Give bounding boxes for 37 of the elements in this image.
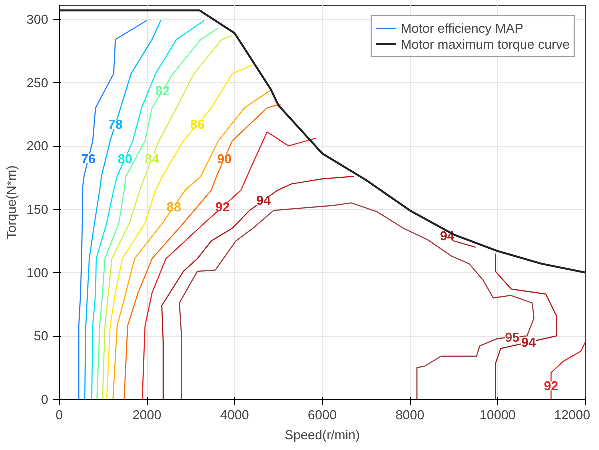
- series-label: 92: [216, 199, 230, 214]
- x-tick-label: 2000: [132, 408, 162, 422]
- y-tick-label: 200: [26, 138, 49, 154]
- x-axis-title: Speed(r/min): [284, 428, 360, 442]
- line-series: [106, 64, 254, 400]
- series-label: 95: [505, 330, 520, 345]
- line-series: [161, 176, 356, 400]
- line-series: [495, 253, 558, 400]
- series-label: 90: [217, 151, 232, 166]
- line-series: [60, 10, 586, 274]
- series-label: 94: [522, 334, 537, 350]
- series-label: 82: [156, 84, 170, 99]
- line-series: [142, 132, 316, 400]
- series-label: 92: [544, 378, 559, 394]
- y-tick-label: 100: [26, 265, 49, 280]
- series-label: 84: [145, 151, 160, 166]
- y-tick-label: 0: [41, 392, 49, 407]
- legend-label: Motor maximum torque curve: [400, 36, 570, 52]
- series-label: 88: [166, 199, 182, 214]
- x-tick-label: 8000: [396, 408, 425, 422]
- y-tick-label: 250: [26, 75, 49, 90]
- x-tick-label: 4000: [220, 408, 250, 422]
- line-series: [102, 35, 234, 400]
- x-tick-label: 10000: [480, 408, 516, 422]
- series-label: 78: [108, 117, 123, 132]
- y-axis-title: Torque(N*m): [4, 166, 19, 240]
- y-tick-label: 50: [34, 328, 49, 344]
- x-tick-label: 6000: [308, 408, 337, 422]
- y-tick-label: 150: [26, 202, 49, 217]
- series-label: 94: [256, 193, 272, 208]
- annotation: Motor efficiency MAP: [400, 20, 524, 36]
- series-label: 76: [81, 151, 96, 166]
- x-tick-label: 12000: [554, 408, 591, 422]
- y-tick-label: 300: [26, 12, 49, 27]
- x-tick-label: 0: [56, 408, 64, 422]
- series-label: 80: [118, 151, 132, 166]
- series-label: 86: [190, 117, 205, 132]
